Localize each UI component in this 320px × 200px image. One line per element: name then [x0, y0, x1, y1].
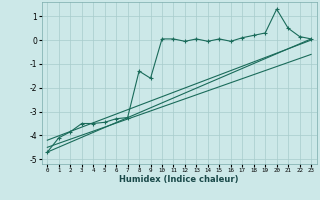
- X-axis label: Humidex (Indice chaleur): Humidex (Indice chaleur): [119, 175, 239, 184]
